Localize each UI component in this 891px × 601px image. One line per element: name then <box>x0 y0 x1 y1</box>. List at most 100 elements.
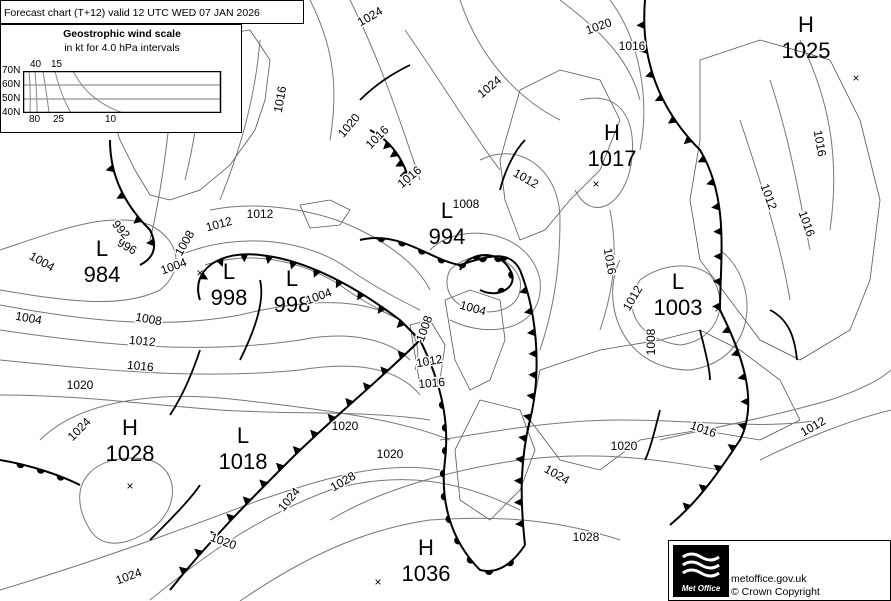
cold-front-symbol <box>636 21 645 30</box>
wind-lat: 40N <box>2 107 21 118</box>
centre-marker-icon: × <box>374 575 381 589</box>
isobar-label: 1020 <box>611 439 638 453</box>
weather-fronts <box>0 0 798 591</box>
isobar-label: 1016 <box>619 39 646 53</box>
cold-front-symbol <box>362 382 372 391</box>
cold-front-symbol <box>523 307 533 316</box>
isobar-label: 1020 <box>377 447 404 461</box>
copyright: © Crown Copyright <box>731 586 820 598</box>
cold-front-symbol <box>105 164 115 173</box>
isobar-label: 1008 <box>134 310 163 328</box>
cold-front-symbol <box>513 476 522 485</box>
trough-line <box>359 64 411 101</box>
cold-front-symbol <box>275 462 285 472</box>
warm-front-symbol <box>485 570 494 575</box>
warm-front-symbol <box>56 475 65 481</box>
cold-front <box>197 253 421 341</box>
cold-front-symbol <box>522 413 532 422</box>
cold-front-symbol <box>528 371 537 380</box>
waves-icon <box>682 552 720 578</box>
isobar-line <box>219 39 261 201</box>
isobar-line <box>0 359 421 396</box>
isobar-line <box>739 119 791 301</box>
cold-front-symbol <box>178 566 188 575</box>
pressure-centre-value: 998 <box>274 292 311 317</box>
cold-front-symbol <box>706 178 716 186</box>
isobar-line <box>574 97 634 208</box>
isobar-line <box>439 419 821 441</box>
warm-front-symbol <box>36 468 45 474</box>
cold-front-symbol <box>375 133 384 143</box>
isobar-label: 1012 <box>511 166 541 192</box>
pressure-centre-value: 1036 <box>402 561 451 586</box>
pressure-centre-type: H <box>798 12 814 37</box>
wind-lat: 60N <box>2 79 21 90</box>
cold-front-symbol <box>357 291 365 301</box>
isobar-label: 1024 <box>475 73 505 101</box>
cold-front-symbol <box>730 348 740 357</box>
isobar-line <box>799 39 835 231</box>
wind-bottom-speed: 25 <box>53 114 65 125</box>
trough-line <box>169 349 201 416</box>
pressure-centre-type: L <box>441 198 453 223</box>
isobar-line <box>0 302 419 371</box>
pressure-centre-value: 994 <box>429 224 466 249</box>
isobar-line <box>209 205 431 291</box>
isobar-line <box>429 232 541 331</box>
centre-marker-icon: × <box>852 71 859 85</box>
cold-front-symbol <box>713 227 722 236</box>
centre-marker-icon: × <box>592 177 599 191</box>
cold-front-symbol <box>242 496 252 505</box>
pressure-centre-value: 1017 <box>588 146 637 171</box>
isobar-label: 1004 <box>27 249 57 275</box>
met-office-logo: Met Office <box>673 545 729 597</box>
pressure-centre-value: 1028 <box>106 441 155 466</box>
cold-front-symbol <box>313 268 321 278</box>
isobar-line <box>204 257 401 321</box>
trough-line <box>239 279 263 361</box>
warm-front <box>419 339 526 572</box>
cold-front-symbol <box>711 202 720 211</box>
isobar-label: 1012 <box>415 352 444 370</box>
isobar-label: 1012 <box>620 283 646 313</box>
isobar-line <box>769 79 811 251</box>
cold-front-symbol <box>399 169 409 178</box>
wind-bottom-speed: 80 <box>29 114 41 125</box>
isobar-line <box>79 457 173 544</box>
cold-front-symbol <box>310 429 319 439</box>
isobar-line <box>149 479 521 601</box>
pressure-centre-type: H <box>122 415 138 440</box>
isobar-line <box>349 0 421 181</box>
cold-front-symbol <box>116 191 126 199</box>
isobar-line <box>0 219 177 302</box>
warm-front-symbol <box>437 257 446 264</box>
isobar-label: 1004 <box>159 255 189 277</box>
isobar-label: 1028 <box>573 530 600 544</box>
isobar-label: 1016 <box>811 129 829 158</box>
website-link[interactable]: metoffice.gov.uk <box>731 573 807 585</box>
isobar-label: 1024 <box>114 565 144 587</box>
isobar-line <box>759 409 891 461</box>
warm-front-symbol <box>497 287 506 294</box>
cold-front-symbol <box>513 498 522 507</box>
cold-front-symbol <box>226 513 235 522</box>
isobar-label: 1008 <box>644 328 658 355</box>
isobar-label: 1012 <box>247 207 274 221</box>
cold-front-symbol <box>727 444 737 452</box>
isobar-line <box>559 0 641 101</box>
pressure-centre-type: H <box>604 120 620 145</box>
cold-front-symbol <box>683 135 693 145</box>
isobar-line <box>239 517 621 601</box>
isobar-label: 1020 <box>584 15 614 37</box>
cold-front-symbol <box>638 45 648 54</box>
cold-front-symbol <box>519 286 528 295</box>
isobar-line <box>631 265 721 346</box>
pressure-centre-value: 998 <box>211 285 248 310</box>
isobar-line <box>329 455 721 521</box>
cold-front-symbol <box>397 350 406 360</box>
warm-front-symbol <box>506 559 514 567</box>
pressure-centre-value: 984 <box>84 262 121 287</box>
isobar-line <box>446 255 521 313</box>
cold-front-symbol <box>527 328 536 337</box>
